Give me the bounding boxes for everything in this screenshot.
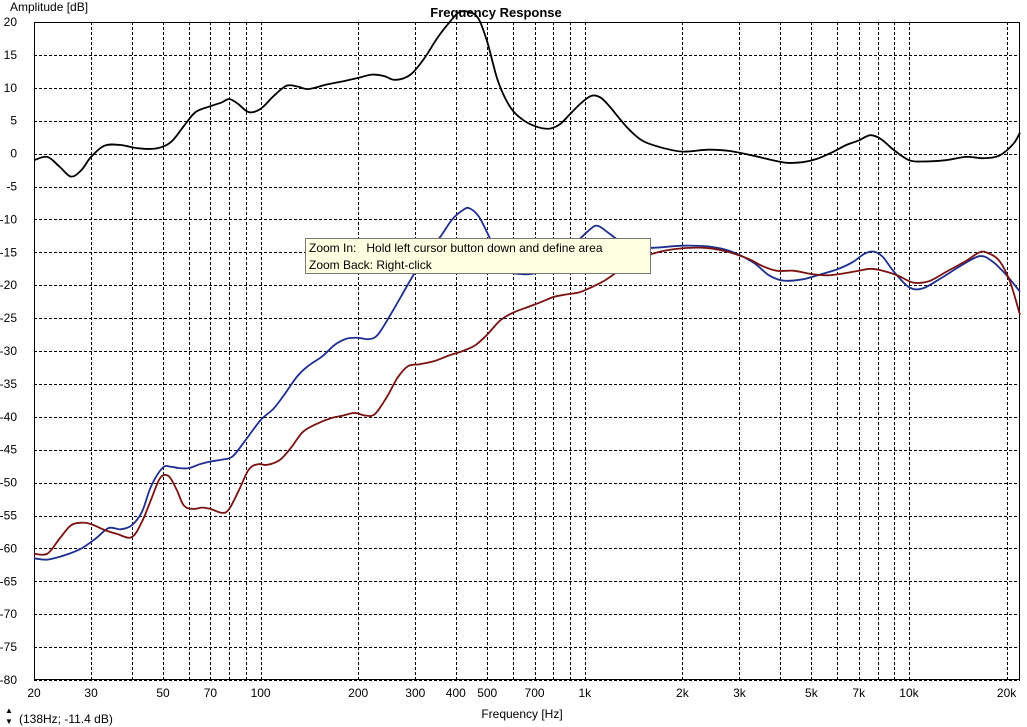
- y-tick-label: 5: [10, 114, 17, 128]
- y-tick-label: 20: [4, 15, 18, 29]
- y-tick-label: -80: [0, 673, 17, 687]
- series-line-2: [33, 206, 1021, 561]
- scroll-arrows: ▲ ▼: [0, 705, 18, 727]
- x-tick-label: 20: [27, 686, 41, 700]
- y-tick-label: -60: [0, 541, 17, 555]
- x-tick-label: 100: [251, 686, 271, 700]
- cursor-readout: (138Hz; -11.4 dB): [19, 712, 113, 726]
- x-tick-label: 20k: [997, 686, 1017, 700]
- y-tick-label: -55: [0, 509, 17, 523]
- y-tick-label: -35: [0, 377, 17, 391]
- y-tick-label: -75: [0, 640, 17, 654]
- x-tick-label: 50: [156, 686, 170, 700]
- x-tick-label: 700: [525, 686, 545, 700]
- y-tick-label: -50: [0, 476, 17, 490]
- tooltip-zoom-in-text: Zoom In: Hold left cursor button down an…: [309, 241, 603, 255]
- y-tick-label: -20: [0, 278, 17, 292]
- series-line-1: [33, 10, 1021, 178]
- x-tick-label: 2k: [676, 686, 690, 700]
- x-tick-label: 3k: [733, 686, 747, 700]
- series-line-3: [33, 246, 1021, 556]
- y-tick-label: -40: [0, 410, 17, 424]
- y-tick-label: -45: [0, 443, 17, 457]
- x-axis-label: Frequency [Hz]: [481, 707, 562, 721]
- y-tick-label: -5: [6, 180, 17, 194]
- scroll-down-icon[interactable]: ▼: [5, 716, 13, 726]
- x-tick-label: 400: [446, 686, 466, 700]
- x-tick-label: 1k: [578, 686, 592, 700]
- y-tick-labels: 20 15 10 5 0 -5 -10 -15 -20 -25 -30 -35 -40 -45 -50 -55…: [0, 15, 17, 687]
- y-tick-label: 15: [4, 48, 18, 62]
- data-series: [33, 10, 1021, 561]
- y-tick-label: -70: [0, 607, 17, 621]
- y-tick-label: -65: [0, 574, 17, 588]
- chart-title: Frequency Response: [430, 5, 562, 20]
- zoom-tooltip: Zoom In: Hold left cursor button down an…: [305, 238, 651, 274]
- x-tick-label: 7k: [852, 686, 866, 700]
- y-tick-label: -10: [0, 212, 17, 226]
- x-tick-label: 10k: [899, 686, 919, 700]
- y-tick-label: 10: [4, 81, 18, 95]
- y-tick-label: 0: [10, 147, 17, 161]
- grid-lines: [34, 22, 1020, 681]
- y-tick-label: -30: [0, 344, 17, 358]
- scroll-up-icon[interactable]: ▲: [5, 705, 13, 715]
- y-tick-label: -25: [0, 311, 17, 325]
- x-tick-label: 70: [204, 686, 218, 700]
- plot-frame: [34, 22, 1020, 680]
- x-tick-label: 500: [477, 686, 497, 700]
- x-tick-label: 300: [405, 686, 425, 700]
- x-tick-label: 30: [84, 686, 98, 700]
- tooltip-zoom-back-text: Zoom Back: Right-click: [309, 258, 432, 272]
- x-tick-label: 200: [348, 686, 368, 700]
- x-tick-label: 5k: [805, 686, 819, 700]
- y-axis-label: Amplitude [dB]: [10, 0, 88, 14]
- x-tick-labels: 20 30 50 70 100 200 300 400 500 700 1k 2k 3k 5k 7k 10k 2…: [27, 686, 1017, 700]
- y-tick-label: -15: [0, 245, 17, 259]
